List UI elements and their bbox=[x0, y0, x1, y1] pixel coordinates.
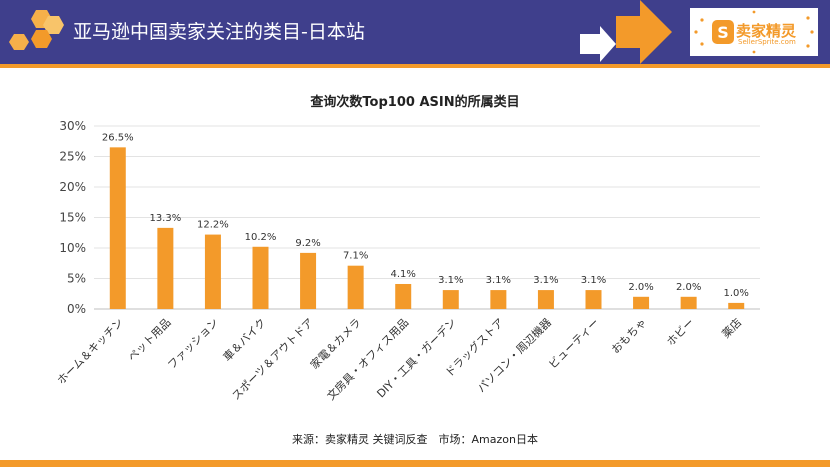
data-label: 4.1% bbox=[391, 269, 416, 280]
data-label: 3.1% bbox=[581, 275, 606, 286]
data-label: 3.1% bbox=[486, 275, 511, 286]
bar bbox=[109, 147, 126, 309]
bar bbox=[252, 246, 269, 309]
svg-text:S: S bbox=[717, 23, 729, 42]
data-label: 13.3% bbox=[149, 213, 181, 224]
data-label: 2.0% bbox=[628, 282, 653, 293]
chart-title: 查询次数Top100 ASIN的所属类目 bbox=[309, 94, 519, 110]
x-tick-label: ホーム＆キッチン bbox=[55, 316, 126, 387]
data-label: 3.1% bbox=[438, 275, 463, 286]
arrow-decoration-icon bbox=[580, 0, 672, 64]
y-tick-label: 15% bbox=[59, 211, 86, 225]
data-label: 2.0% bbox=[676, 282, 701, 293]
bar bbox=[728, 302, 745, 309]
x-tick-label: 文房具・オフィス用品 bbox=[324, 315, 412, 403]
x-tick-label: ホビー bbox=[664, 316, 697, 349]
bar bbox=[633, 296, 650, 309]
header-accent-line bbox=[0, 64, 830, 68]
bar bbox=[537, 290, 554, 309]
bar bbox=[680, 296, 697, 309]
logo-url: SellerSprite.com bbox=[738, 38, 796, 46]
bar bbox=[585, 290, 602, 309]
x-tick-label: ペット用品 bbox=[125, 316, 173, 364]
x-tick-label: 薬店 bbox=[719, 315, 744, 340]
y-tick-label: 20% bbox=[59, 180, 86, 194]
hexagon-decoration-icon bbox=[9, 10, 64, 50]
x-tick-label: ビューティー bbox=[546, 316, 601, 371]
bar bbox=[347, 265, 364, 309]
logo: S bbox=[690, 8, 818, 56]
data-label: 10.2% bbox=[245, 232, 277, 243]
bar bbox=[157, 227, 174, 309]
y-tick-label: 30% bbox=[59, 119, 86, 133]
data-label: 1.0% bbox=[724, 288, 749, 299]
bar bbox=[442, 290, 459, 309]
footer-accent-line bbox=[0, 460, 830, 467]
y-tick-label: 0% bbox=[67, 302, 86, 316]
bar bbox=[204, 234, 221, 309]
data-label: 7.1% bbox=[343, 251, 368, 262]
x-tick-label: DIY・工具・ガーデン bbox=[374, 315, 459, 400]
logo-name: 卖家精灵 bbox=[736, 22, 797, 40]
bar bbox=[490, 290, 507, 309]
bar bbox=[395, 283, 412, 309]
source-note: 来源：卖家精灵 关键词反查 市场：Amazon日本 bbox=[292, 433, 538, 446]
logo-decoration-icon: S bbox=[690, 8, 818, 56]
x-tick-label: 車＆バイク bbox=[220, 315, 269, 364]
data-label: 26.5% bbox=[102, 132, 134, 143]
data-label: 3.1% bbox=[533, 275, 558, 286]
data-label: 12.2% bbox=[197, 220, 229, 231]
bar bbox=[300, 252, 317, 309]
x-tick-label: おもちゃ bbox=[609, 316, 649, 356]
bar-chart: 查询次数Top100 ASIN的所属类目 0% 5% 10% 15% 20% 25% 30%… bbox=[55, 94, 760, 403]
y-tick-label: 10% bbox=[59, 241, 86, 255]
data-label: 9.2% bbox=[295, 238, 320, 249]
y-tick-label: 25% bbox=[59, 150, 86, 164]
y-tick-label: 5% bbox=[67, 272, 86, 286]
page-title: 亚马逊中国卖家关注的类目-日本站 bbox=[73, 21, 365, 43]
x-tick-label: スポーツ＆アウトドア bbox=[229, 316, 316, 403]
x-tick-label: ファッション bbox=[165, 316, 221, 372]
